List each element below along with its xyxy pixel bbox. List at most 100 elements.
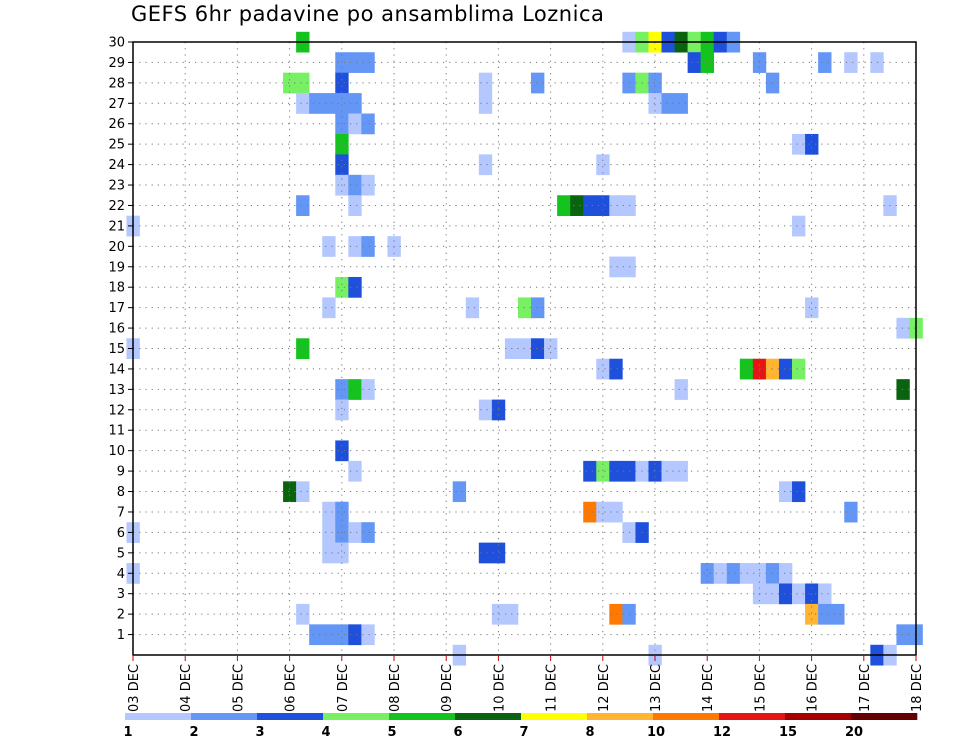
heat-cell: [335, 93, 349, 114]
heat-cell: [596, 460, 610, 482]
heat-cell: [322, 297, 336, 319]
heat-cell: [491, 603, 506, 625]
colorbar-swatch: [125, 713, 192, 720]
heat-cell: [844, 501, 858, 523]
heat-cell: [335, 276, 349, 298]
heat-cell: [348, 379, 362, 400]
heat-cell: [896, 317, 910, 339]
colorbar-label: 20: [845, 725, 863, 740]
heat-cell: [361, 174, 375, 196]
heat-cell: [491, 542, 506, 564]
colorbar-label: 8: [585, 725, 594, 740]
x-tick-label: 13 DEC: [649, 664, 664, 712]
y-tick-label: 5: [117, 546, 125, 561]
x-tick-label: 18 DEC: [910, 664, 925, 712]
heat-cell: [818, 603, 832, 625]
y-tick-label: 7: [117, 505, 125, 520]
y-tick-label: 23: [108, 179, 125, 194]
heat-cell: [805, 603, 819, 625]
heat-cell: [335, 440, 349, 462]
heat-cell: [478, 72, 493, 94]
y-tick-label: 10: [108, 444, 125, 459]
heat-cell: [596, 195, 610, 216]
y-tick-label: 8: [117, 485, 125, 500]
heat-cell: [283, 481, 297, 503]
colorbar-swatch: [521, 713, 588, 720]
y-tick-label: 26: [108, 117, 125, 132]
heat-cell: [818, 583, 832, 605]
heat-cell: [361, 624, 375, 646]
heat-cell: [348, 93, 362, 114]
heat-cell: [348, 174, 362, 196]
heat-cell: [335, 542, 349, 564]
y-tick-label: 15: [108, 342, 125, 357]
heat-cell: [844, 52, 858, 73]
heat-cell: [531, 338, 545, 360]
y-tick-label: 24: [108, 158, 125, 173]
colorbar-swatch: [851, 713, 918, 720]
y-tick-label: 6: [117, 526, 125, 541]
colorbar-swatch: [785, 713, 852, 720]
heat-cell: [335, 113, 349, 135]
heat-cell: [661, 460, 675, 482]
heat-cell: [739, 358, 754, 380]
heat-cell: [739, 563, 754, 584]
y-tick-label: 9: [117, 465, 125, 480]
heat-cell: [478, 154, 493, 176]
heat-cell: [322, 522, 336, 543]
heat-cell: [322, 501, 336, 523]
heat-cell: [792, 583, 806, 605]
chart-title: GEFS 6hr padavine po ansamblima Loznica: [131, 2, 605, 26]
heat-cell: [609, 603, 623, 625]
heat-cell: [322, 542, 336, 564]
x-tick-label: 11 DEC: [545, 664, 560, 712]
heat-cell: [296, 195, 310, 216]
heat-cell: [805, 297, 819, 319]
colorbar-swatch: [257, 713, 324, 720]
heat-cell: [674, 379, 688, 400]
heat-cell: [778, 563, 793, 584]
y-tick-label: 11: [108, 424, 125, 439]
heat-cell: [570, 195, 584, 216]
y-tick-label: 30: [108, 36, 125, 51]
x-tick-label: 09 DEC: [440, 664, 455, 712]
heat-cell: [335, 154, 349, 176]
heat-cell: [896, 624, 910, 646]
y-tick-label: 17: [108, 301, 125, 316]
heat-cell: [335, 501, 349, 523]
heat-cell: [322, 624, 336, 646]
colorbar-label: 10: [647, 725, 665, 740]
y-tick-label: 13: [108, 383, 125, 398]
heat-cell: [687, 52, 701, 73]
heat-cell: [583, 501, 597, 523]
axis-layer: 1234567891011121314151617181920212223242…: [108, 36, 925, 712]
x-tick-label: 12 DEC: [597, 664, 612, 712]
y-tick-label: 25: [108, 138, 125, 153]
colorbar-layer: 1 2 3 4 5 6 7 8 10 12 15 20: [123, 713, 918, 740]
heat-cell: [348, 236, 362, 257]
heat-cell: [531, 297, 545, 319]
heat-cell: [452, 481, 467, 503]
heat-cell: [792, 215, 806, 237]
heat-cell: [544, 338, 558, 360]
heat-cell: [792, 481, 806, 503]
heat-cell: [596, 501, 610, 523]
heat-cell: [296, 481, 310, 503]
heat-cell: [361, 113, 375, 135]
x-tick-label: 07 DEC: [336, 664, 351, 712]
x-tick-label: 14 DEC: [701, 664, 716, 712]
colorbar-label: 5: [387, 725, 396, 740]
heat-cell: [792, 133, 806, 155]
heat-cell: [478, 542, 493, 564]
colorbar-swatch: [653, 713, 720, 720]
heat-cell: [674, 93, 688, 114]
x-tick-label: 04 DEC: [179, 664, 194, 712]
colorbar-label: 7: [519, 725, 528, 740]
heat-cell: [831, 603, 845, 625]
colorbar-swatch: [719, 713, 786, 720]
heat-cell: [296, 603, 310, 625]
x-tick-label: 10 DEC: [492, 664, 507, 712]
heat-cell: [348, 460, 362, 482]
y-tick-label: 21: [108, 219, 125, 234]
colorbar-label: 4: [321, 725, 330, 740]
